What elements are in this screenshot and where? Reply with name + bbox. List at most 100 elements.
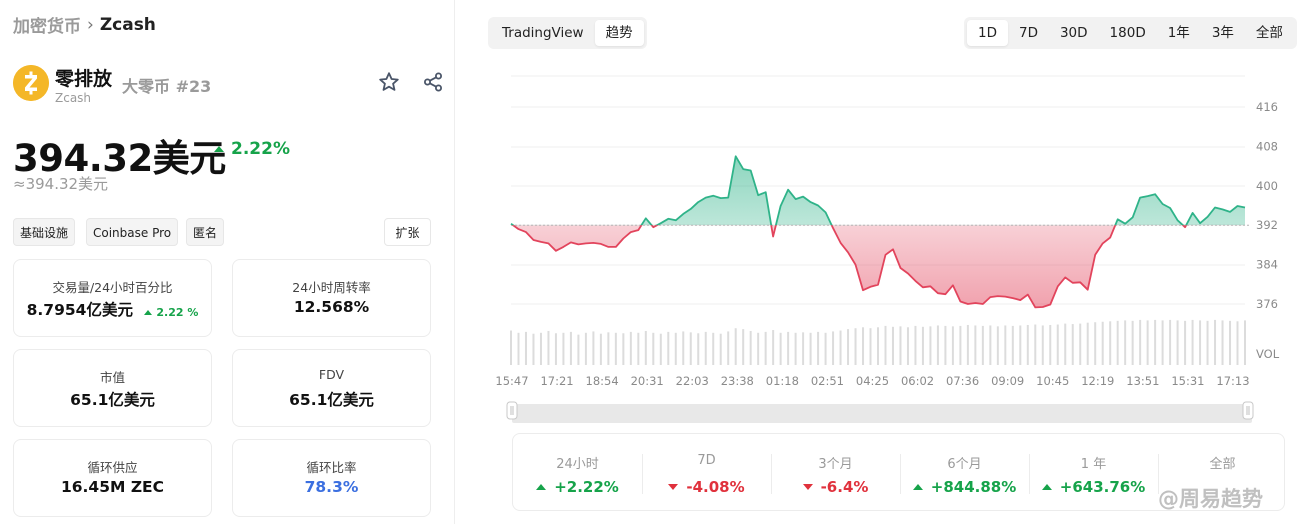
volume-bar <box>532 333 535 365</box>
range-all[interactable]: 全部 <box>1255 25 1283 41</box>
volume-bar <box>981 325 984 365</box>
volume-bar <box>562 332 565 365</box>
volume-bar <box>772 330 775 365</box>
share-icon[interactable] <box>421 70 445 94</box>
stat-card-circulating-ratio: 循环比率 78.3% <box>232 439 431 517</box>
price-chart[interactable]: 416 408 400 392 384 376 VOL 15:47 17:21 18:54 20:3… <box>456 60 1314 432</box>
volume-bar <box>1131 320 1134 365</box>
expand-button[interactable]: 扩张 <box>384 218 431 246</box>
performance-bar: 24小时 +2.22% 7D -4.08% 3个月 -6.4% 6个月 +844… <box>512 433 1285 511</box>
volume-bar <box>802 332 805 365</box>
perf-value-text: +844.88% <box>930 478 1017 496</box>
volume-bar <box>517 332 520 365</box>
perf-value-text: +643.76% <box>1059 478 1146 496</box>
breadcrumb: 加密货币 › Zcash <box>13 12 156 38</box>
y-tick-label: 376 <box>1256 297 1278 311</box>
volume-bar <box>1199 320 1202 365</box>
volume-bar <box>1079 323 1082 365</box>
price-change-value: 2.22% <box>231 139 290 159</box>
x-tick-label: 06:02 <box>901 374 934 388</box>
range-slider-handle-right[interactable] <box>1242 401 1254 420</box>
x-tick-label: 17:21 <box>540 374 573 388</box>
volume-bar <box>1019 325 1022 365</box>
range-180d[interactable]: 180D <box>1109 25 1146 41</box>
perf-label: 1 年 <box>1080 457 1107 472</box>
volume-bar <box>832 331 835 365</box>
volume-bar <box>906 327 909 365</box>
perf-1y: 1 年 +643.76% <box>1029 434 1158 512</box>
volume-value: 8.7954亿美元 <box>26 301 133 319</box>
coin-header: 零排放 Zcash 大零币 #23 <box>13 64 445 105</box>
volume-bar <box>847 329 850 365</box>
volume-bar <box>689 332 692 365</box>
volume-bar <box>1154 319 1157 365</box>
star-icon[interactable] <box>377 70 401 94</box>
range-7d[interactable]: 7D <box>1018 25 1038 41</box>
tab-trend[interactable]: 趋势 <box>594 20 644 46</box>
volume-bar <box>794 332 797 365</box>
x-tick-label: 01:18 <box>766 374 799 388</box>
coin-name: 零排放 <box>55 68 113 90</box>
tag-anonymous[interactable]: 匿名 <box>186 218 225 246</box>
stat-label: 24小时周转率 <box>292 280 371 295</box>
divider <box>1029 454 1030 494</box>
range-slider-handle-left[interactable] <box>506 401 518 420</box>
volume-bar <box>817 331 820 365</box>
area-below-baseline <box>511 225 1245 308</box>
volume-bar <box>1244 320 1246 365</box>
arrow-up-icon <box>1041 484 1052 490</box>
volume-bar <box>1086 322 1089 365</box>
breadcrumb-parent-link[interactable]: 加密货币 <box>13 17 81 37</box>
range-3y[interactable]: 3年 <box>1211 25 1234 41</box>
chevron-right-icon: › <box>87 14 94 35</box>
perf-value: -6.4% <box>771 478 900 496</box>
range-30d[interactable]: 30D <box>1059 25 1088 41</box>
volume-bar <box>839 330 842 365</box>
volume-bar <box>996 326 999 365</box>
price-approx: ≈394.32美元 <box>13 175 109 193</box>
watermark: @周易趋势 <box>1158 487 1263 511</box>
volume-bar <box>914 325 917 365</box>
volume-bar <box>584 332 587 365</box>
volume-bar <box>644 330 647 365</box>
range-slider-track <box>512 404 1252 423</box>
volume-bar <box>554 333 557 365</box>
volume-bar <box>1229 320 1232 365</box>
volume-bar <box>667 331 670 365</box>
volume-bar <box>592 331 595 365</box>
tag-coinbase-pro[interactable]: Coinbase Pro <box>86 218 179 246</box>
volume-bar <box>1109 321 1112 365</box>
perf-label: 3个月 <box>818 457 853 472</box>
volume-bar <box>734 328 737 365</box>
tag-infrastructure[interactable]: 基础设施 <box>13 218 76 246</box>
range-1y[interactable]: 1年 <box>1167 25 1190 41</box>
range-1d[interactable]: 1D <box>967 20 1008 46</box>
divider <box>771 454 772 494</box>
perf-24h: 24小时 +2.22% <box>513 434 642 512</box>
arrow-up-icon <box>536 484 547 490</box>
stat-card-fdv: FDV 65.1亿美元 <box>232 349 431 427</box>
coin-symbol: Zcash <box>55 91 92 105</box>
volume-bar <box>891 326 894 365</box>
x-tick-label: 10:45 <box>1036 374 1069 388</box>
volume-bar <box>779 332 782 365</box>
volume-bar <box>787 331 790 365</box>
perf-value: +844.88% <box>900 478 1029 496</box>
perf-3m: 3个月 -6.4% <box>771 434 900 512</box>
volume-bar <box>1041 325 1044 365</box>
price-change: 2.22% <box>214 139 290 159</box>
perf-value: -4.08% <box>642 478 771 496</box>
volume-bar <box>749 330 752 365</box>
volume-bar <box>1139 319 1142 365</box>
tab-tradingview[interactable]: TradingView <box>502 25 584 41</box>
x-tick-label: 13:51 <box>1126 374 1159 388</box>
volume-bar <box>652 332 655 365</box>
volume-bar <box>1071 324 1074 365</box>
volume-bar <box>899 326 902 365</box>
stat-value: 16.45M ZEC <box>60 478 165 496</box>
x-tick-label: 12:19 <box>1081 374 1114 388</box>
volume-bar <box>1176 320 1179 365</box>
stat-value: 65.1亿美元 <box>70 391 155 409</box>
x-tick-label: 17:13 <box>1216 374 1249 388</box>
volume-bar <box>614 332 617 365</box>
